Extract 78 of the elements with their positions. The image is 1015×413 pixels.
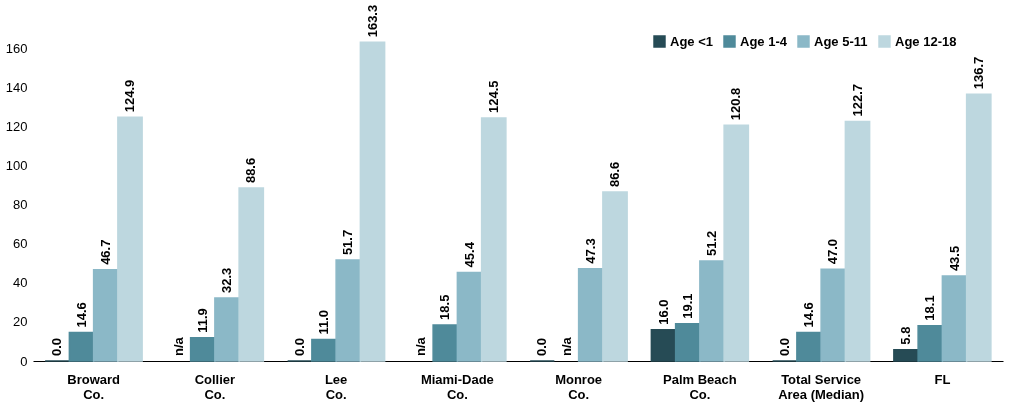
data-label: 14.6	[73, 302, 89, 328]
data-label: 163.3	[364, 4, 380, 38]
text: n/a	[558, 337, 574, 356]
data-label: 46.7	[97, 239, 113, 265]
data-label: 47.3	[582, 238, 598, 264]
data-label: 0.0	[776, 337, 792, 356]
data-label: 18.1	[922, 295, 938, 321]
legend-label: Age 12-18	[895, 33, 957, 49]
bar	[68, 331, 95, 362]
x-tick-label: FL	[934, 371, 951, 387]
data-label: 43.5	[946, 245, 962, 272]
data-label: 14.6	[801, 302, 816, 328]
x-tick-label: Broward Co.	[67, 371, 121, 402]
bar	[650, 329, 677, 362]
y-tick-label: 0	[20, 353, 28, 369]
data-label: 11.9	[194, 308, 210, 333]
bar	[335, 259, 362, 362]
bar	[844, 120, 871, 362]
bar	[480, 117, 507, 362]
x-tick-label: Monroe Co.	[555, 371, 603, 402]
data-label: 124.9	[122, 79, 137, 113]
x-tick-label: Miami-Dade Co.	[420, 371, 494, 402]
bar	[965, 93, 992, 362]
data-label: 5.8	[898, 326, 913, 345]
bar	[674, 322, 701, 362]
data-label: 11.0	[316, 309, 331, 335]
y-tick-label: 60	[13, 236, 28, 252]
x-tick-label: Lee Co.	[324, 371, 348, 402]
data-label: 32.3	[219, 267, 234, 293]
bar	[456, 271, 483, 362]
data-label: 124.5	[485, 80, 501, 114]
data-label: 88.6	[243, 157, 259, 184]
x-tick-label: Palm Beach Co.	[663, 371, 737, 402]
data-label: 18.5	[437, 294, 453, 320]
y-tick-label: 80	[13, 197, 28, 213]
y-tick-label: 20	[13, 314, 28, 330]
data-label: 120.8	[728, 87, 744, 121]
y-tick-label: 40	[13, 275, 28, 291]
bar	[432, 324, 459, 362]
x-tick-label: Total Service Area (Median)	[778, 371, 865, 402]
legend-label: Age <1	[670, 33, 713, 49]
x-tick-label: Collier Co.	[194, 371, 236, 402]
bar	[602, 191, 628, 362]
bar	[941, 275, 968, 362]
bar	[723, 124, 750, 362]
data-label: 0.0	[291, 337, 307, 356]
y-tick-label: 100	[5, 158, 28, 174]
y-tick-label: 140	[5, 80, 28, 96]
text: n/a	[413, 337, 428, 356]
text: n/a	[170, 337, 186, 356]
bar	[820, 268, 847, 362]
bar	[214, 297, 240, 362]
bar	[238, 187, 265, 362]
data-label: 47.0	[825, 238, 841, 265]
bar	[917, 324, 944, 362]
data-label: 45.4	[461, 241, 477, 268]
data-label: 0.0	[534, 337, 550, 356]
legend-label: Age 1-4	[740, 33, 788, 49]
data-label: 136.7	[970, 56, 986, 90]
bar	[796, 331, 822, 362]
y-tick-label: 120	[5, 119, 28, 135]
bar	[189, 337, 216, 362]
data-label: 51.7	[340, 229, 356, 256]
y-tick-label: 160	[5, 41, 28, 57]
data-label: 19.1	[679, 293, 695, 319]
bar	[577, 267, 604, 362]
bar	[699, 260, 725, 362]
data-label: 86.6	[607, 161, 622, 187]
bar	[117, 116, 143, 362]
legend-label: Age 5-11	[814, 33, 868, 49]
data-label: 122.7	[849, 84, 865, 117]
bar	[311, 338, 337, 362]
data-label: 0.0	[49, 337, 65, 356]
bar	[359, 41, 386, 362]
bar	[893, 348, 919, 362]
bar	[92, 269, 119, 362]
data-label: 51.2	[704, 230, 719, 257]
data-label: 16.0	[655, 299, 671, 325]
